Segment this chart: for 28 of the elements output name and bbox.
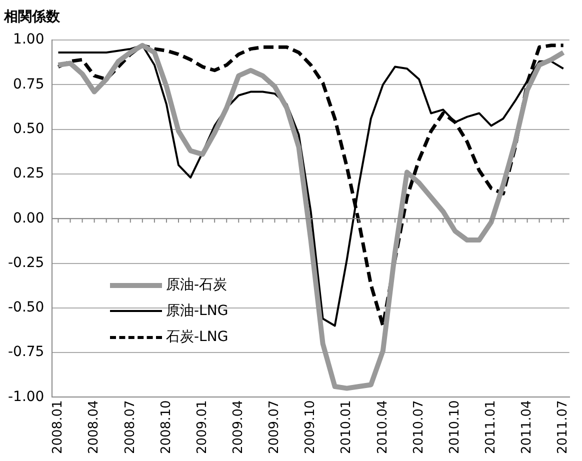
y-tick-label: -0.50 xyxy=(8,300,44,316)
x-tick-label: 2011.07 xyxy=(556,400,571,454)
x-tick-label: 2011.01 xyxy=(484,400,499,454)
y-tick-label: 0.00 xyxy=(13,210,44,226)
x-tick-label: 2009.01 xyxy=(194,400,210,454)
y-tick-label: 0.50 xyxy=(13,120,44,137)
y-tick-label: 1.00 xyxy=(13,32,44,48)
x-tick-label: 2008.04 xyxy=(86,400,102,454)
x-tick-label: 2010.01 xyxy=(339,400,354,454)
x-tick-label: 2010.07 xyxy=(411,400,426,454)
y-tick-label: -0.25 xyxy=(8,254,44,271)
x-tick-label: 2009.04 xyxy=(231,400,246,454)
y-tick-label: 0.75 xyxy=(13,76,44,92)
y-tick-label: 0.25 xyxy=(13,166,44,182)
x-tick-label: 2008.10 xyxy=(158,400,174,454)
legend-label: 石炭-LNG xyxy=(166,328,228,346)
y-tick-label: -1.00 xyxy=(8,388,44,405)
x-tick-label: 2011.04 xyxy=(520,400,535,454)
x-tick-label: 2010.10 xyxy=(447,400,462,454)
x-tick-label: 2009.10 xyxy=(303,400,318,454)
x-tick-label: 2010.04 xyxy=(375,400,390,454)
y-axis-title: 相関係数 xyxy=(4,8,60,26)
x-tick-label: 2008.07 xyxy=(122,400,138,454)
legend-label: 原油-石炭 xyxy=(166,276,228,294)
x-tick-label: 2009.07 xyxy=(267,400,282,454)
legend-label: 原油-LNG xyxy=(166,302,228,320)
x-tick-label: 2008.01 xyxy=(50,400,66,454)
y-tick-label: -0.75 xyxy=(8,344,44,360)
